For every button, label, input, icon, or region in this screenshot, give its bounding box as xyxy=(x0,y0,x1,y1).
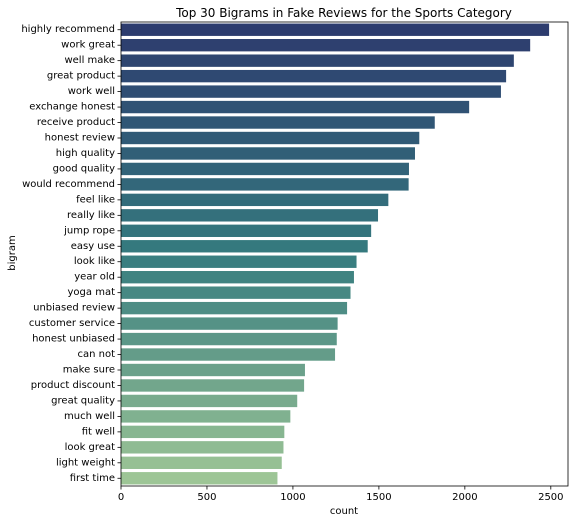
bar xyxy=(121,255,357,268)
y-tick-label: high quality xyxy=(56,148,115,159)
bar xyxy=(121,317,338,330)
bar xyxy=(121,23,550,36)
bar xyxy=(121,332,337,346)
bar xyxy=(121,85,501,98)
y-tick-label: would recommend xyxy=(22,179,115,190)
y-tick-label: exchange honest xyxy=(29,102,115,113)
y-tick-label: work well xyxy=(68,86,115,97)
bar xyxy=(121,209,379,222)
y-tick-label: much well xyxy=(64,411,115,422)
y-tick-label: highly recommend xyxy=(21,24,115,35)
bar xyxy=(121,224,372,237)
y-tick-label: great quality xyxy=(51,395,115,406)
y-tick-label: well make xyxy=(64,55,115,66)
bar xyxy=(121,425,285,439)
bar xyxy=(121,178,409,191)
bar xyxy=(121,363,305,377)
bar xyxy=(121,131,420,145)
y-tick-label: look great xyxy=(65,442,116,453)
bar xyxy=(121,116,435,129)
x-tick-label: 1500 xyxy=(366,492,391,503)
x-axis: 0 500 1000 1500 2000 2500 xyxy=(118,486,564,503)
y-tick-label: great product xyxy=(47,71,115,82)
bar xyxy=(121,162,409,176)
y-tick-labels: highly recommend work great well make great… xyxy=(21,24,121,484)
bar xyxy=(121,193,389,207)
bar xyxy=(121,456,282,469)
y-tick-label: work great xyxy=(61,40,115,51)
bar xyxy=(121,39,531,52)
bar xyxy=(121,240,368,253)
y-tick-label: look like xyxy=(74,256,115,267)
y-tick-label: make sure xyxy=(63,365,115,376)
y-tick-label: honest review xyxy=(45,133,115,144)
bar xyxy=(121,286,351,299)
y-tick-label: fit well xyxy=(82,426,115,437)
y-tick-label: customer service xyxy=(29,318,115,329)
plot-frame xyxy=(120,21,569,487)
y-tick-label: product discount xyxy=(31,380,115,391)
y-tick-label: feel like xyxy=(76,194,115,205)
chart-title: Top 30 Bigrams in Fake Reviews for the S… xyxy=(175,6,512,20)
y-tick-label: can not xyxy=(77,349,115,360)
y-tick-label: unbiased review xyxy=(33,303,115,314)
bar xyxy=(121,472,278,485)
y-tick-label: first time xyxy=(70,473,115,484)
bar xyxy=(121,147,415,160)
x-tick-label: 500 xyxy=(197,492,216,503)
bar xyxy=(121,379,305,392)
bar xyxy=(121,100,470,114)
bar xyxy=(121,441,284,454)
x-tick-label: 2500 xyxy=(538,492,563,503)
y-axis-title: bigram xyxy=(7,235,18,270)
bars-group xyxy=(121,23,550,485)
y-tick-label: year old xyxy=(74,272,115,283)
bar xyxy=(121,394,298,408)
bar xyxy=(121,54,514,67)
y-tick-label: receive product xyxy=(37,117,115,128)
bar xyxy=(121,410,291,423)
bar xyxy=(121,271,354,284)
x-tick-label: 2000 xyxy=(452,492,477,503)
x-axis-title: count xyxy=(330,506,358,517)
y-tick-label: yoga mat xyxy=(68,287,116,298)
y-tick-label: easy use xyxy=(71,241,115,252)
x-tick-label: 1000 xyxy=(280,492,305,503)
y-tick-label: light weight xyxy=(56,457,115,468)
y-tick-label: good quality xyxy=(53,163,115,174)
y-tick-label: jump rope xyxy=(63,225,115,236)
bar xyxy=(121,348,336,361)
y-tick-label: honest unbiased xyxy=(32,334,115,345)
x-tick-label: 0 xyxy=(118,492,124,503)
y-tick-label: really like xyxy=(67,210,115,221)
bar xyxy=(121,301,348,315)
bar xyxy=(121,69,507,83)
